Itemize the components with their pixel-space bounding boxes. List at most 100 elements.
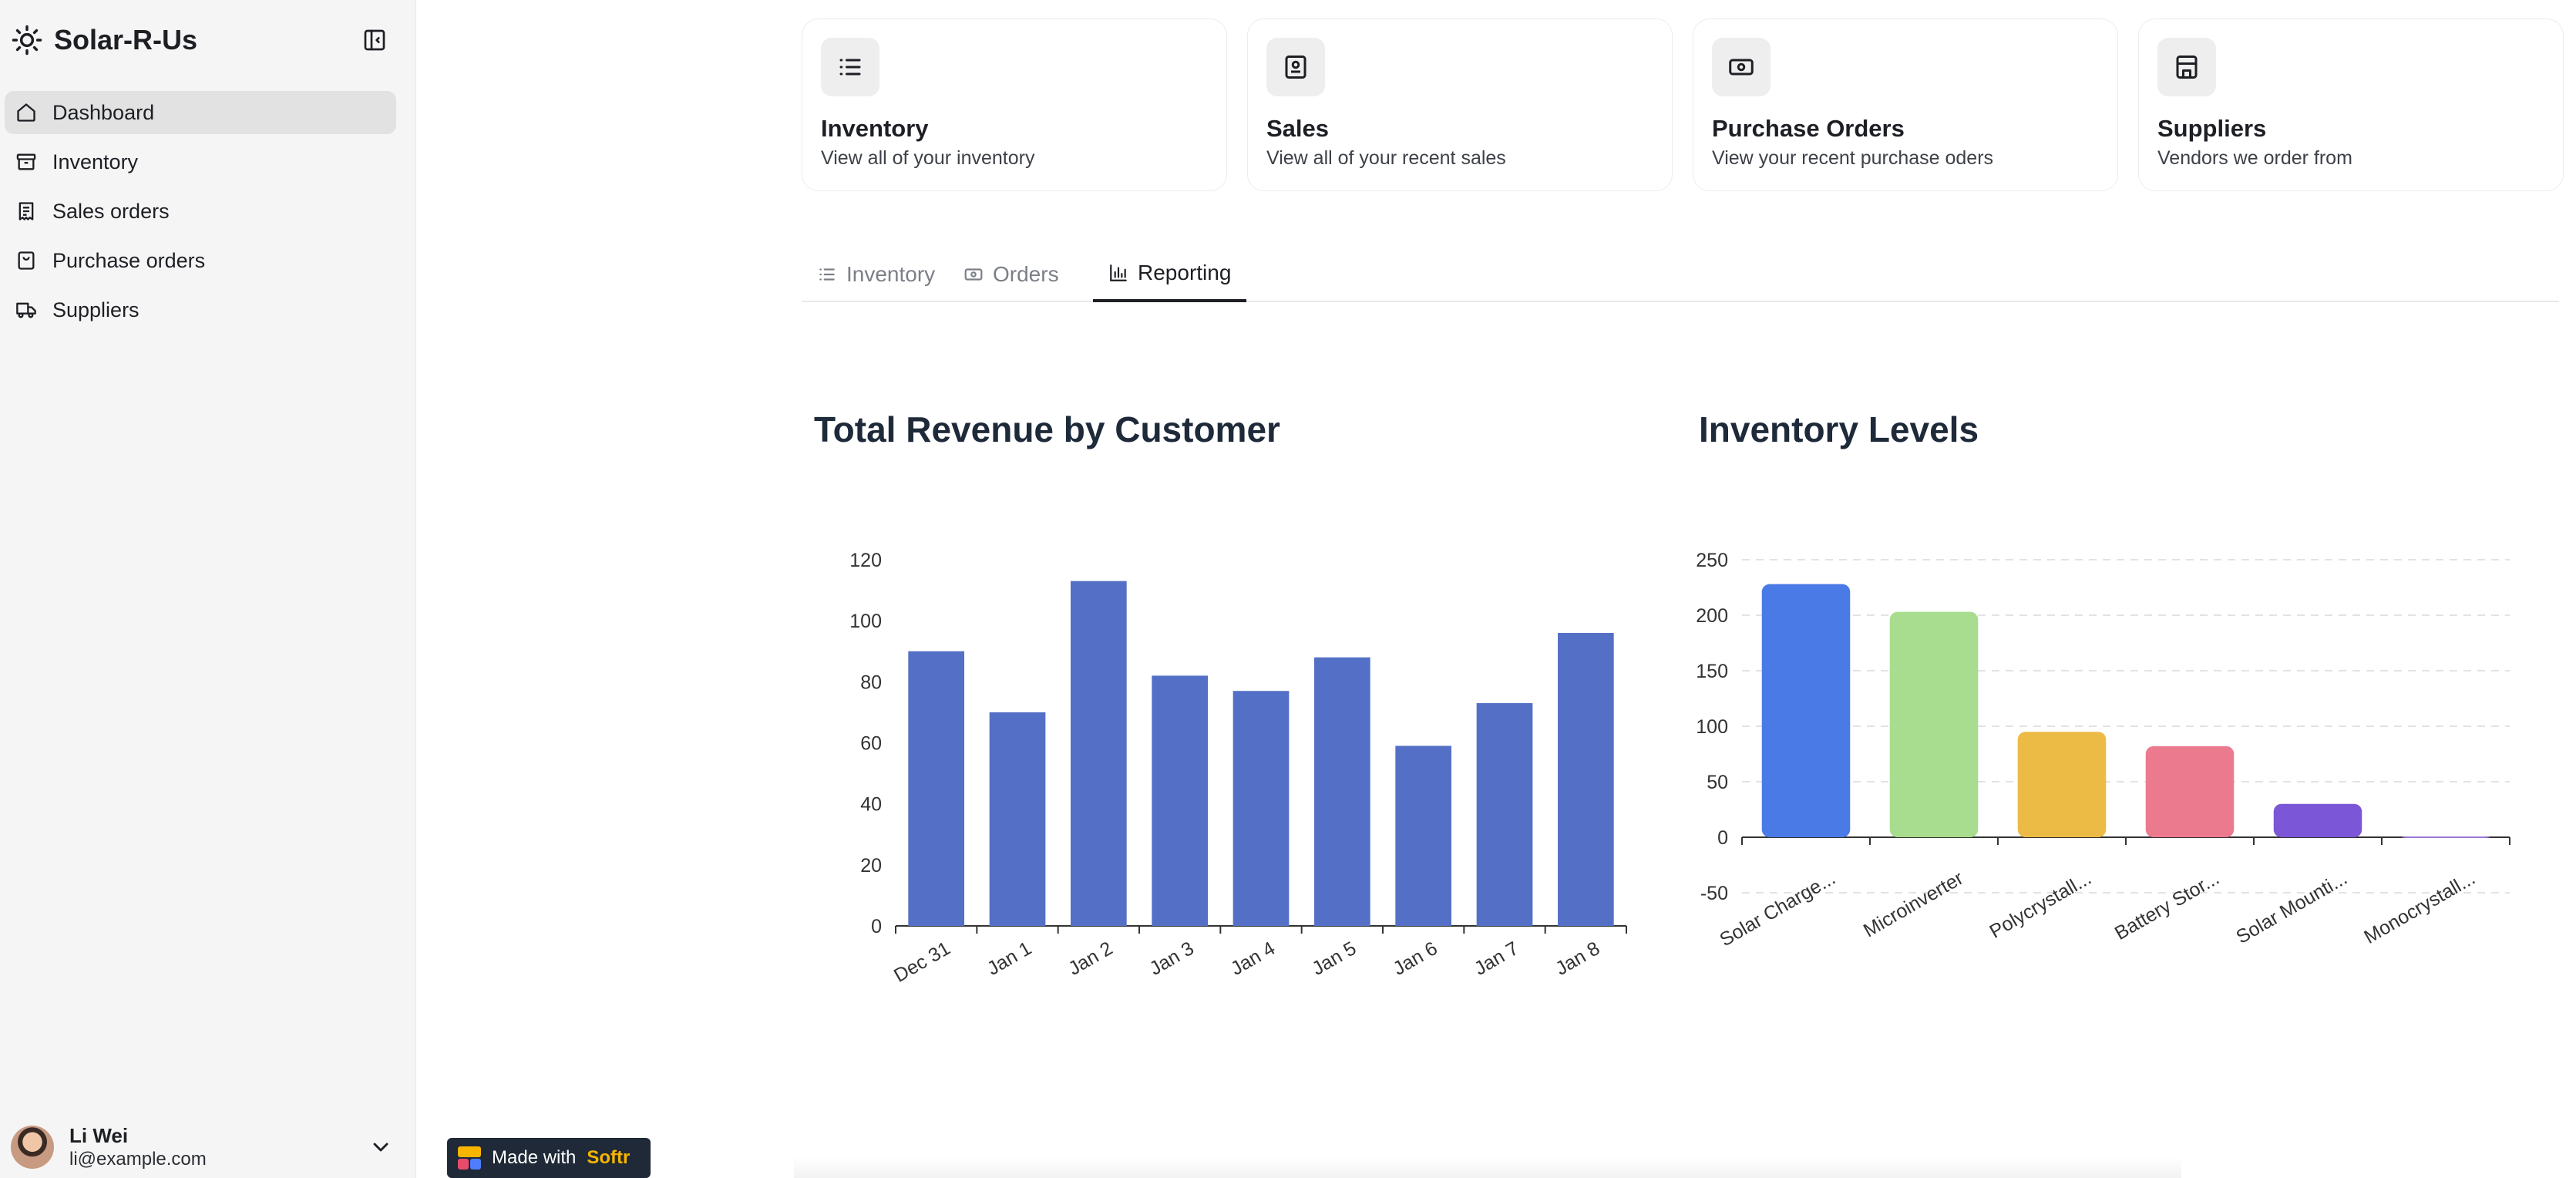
inventory-bar-chart: -50 0 50 100 150 200 250 Solar Charge... Microin… [1696,550,2510,951]
user-menu[interactable]: Li Wei li@example.com [11,1124,399,1170]
banknote-icon [964,268,983,281]
sun-icon [12,25,42,56]
banknote-icon [1729,59,1754,76]
chevron-down-icon[interactable] [368,1135,393,1159]
summary-cards: Inventory View all of your inventory Sal… [802,19,2564,191]
card-subtitle: Vendors we order from [2157,147,2352,169]
bar [1761,584,1851,837]
card-icon-box [1712,38,1771,96]
bar [1233,691,1290,926]
card-subtitle: View all of your recent sales [1266,147,1506,169]
x-tick-label: Jan 5 [1308,937,1360,980]
bar [1070,581,1127,926]
y-tick-label: 0 [1717,827,1728,849]
card-subtitle: View your recent purchase oders [1712,147,1994,169]
x-tick-label: Solar Charge... [1716,867,1839,951]
bag-icon [18,251,35,270]
y-tick-label: 150 [1696,661,1728,682]
y-tick-label: 200 [1696,605,1728,627]
sidebar-item-purchase-orders[interactable]: Purchase orders [5,239,396,282]
tab-label: Orders [993,262,1059,286]
x-tick-label: Dec 31 [890,937,954,987]
x-tick-label: Jan 3 [1146,937,1198,980]
y-tick-label: 60 [860,733,882,755]
bar [908,651,965,926]
sidebar-item-label: Purchase orders [52,248,206,272]
tab-label: Inventory [846,262,936,286]
home-icon [17,103,35,122]
y-tick-label: 120 [849,550,882,571]
sidebar-item-label: Dashboard [52,100,155,124]
chart-title-inventory: Inventory Levels [1699,409,1979,449]
card-icon-box [2157,38,2216,96]
tab-inventory[interactable]: Inventory [802,247,950,302]
bar [1889,611,1979,837]
y-tick-label: 100 [1696,716,1728,738]
card-title: Sales [1266,115,1330,142]
card-purchase-orders[interactable]: Purchase Orders View your recent purchas… [1693,19,2118,191]
store-icon [2176,56,2198,79]
sidebar-nav: Dashboard Inventory Sales orders Purchas… [5,91,396,338]
tab-reporting[interactable]: Reporting [1093,247,1247,302]
softr-logo-icon [458,1146,481,1170]
y-tick-label: -50 [1700,883,1728,904]
sidebar-item-inventory[interactable]: Inventory [5,140,396,183]
x-tick-label: Jan 2 [1064,937,1116,980]
x-tick-label: Jan 1 [984,937,1035,980]
bar [1395,746,1452,926]
card-title: Purchase Orders [1712,115,1905,142]
bar [1476,703,1533,926]
receipt-icon [18,202,34,220]
y-tick-label: 100 [849,611,882,632]
sidebar-collapse-icon[interactable] [362,28,387,52]
y-tick-label: 40 [860,794,882,816]
card-sales[interactable]: Sales View all of your recent sales [1247,19,1673,191]
sidebar-item-dashboard[interactable]: Dashboard [5,91,396,134]
y-tick-label: 250 [1696,550,1728,571]
user-name: Li Wei [69,1124,129,1147]
tab-orders[interactable]: Orders [948,247,1074,302]
card-suppliers[interactable]: Suppliers Vendors we order from [2138,19,2564,191]
bar [2017,732,2107,837]
x-tick-label: Solar Mounti... [2232,867,2351,948]
sidebar-item-label: Suppliers [52,298,140,321]
x-tick-label: Jan 6 [1390,937,1441,980]
sidebar-item-sales-orders[interactable]: Sales orders [5,190,396,233]
badge-brand: Softr [587,1147,631,1168]
card-icon-box [821,38,879,96]
tab-label: Reporting [1138,261,1232,284]
bar [2401,836,2490,838]
list-icon [819,268,835,281]
bar [2273,803,2362,837]
x-tick-label: Jan 8 [1552,937,1603,980]
card-title: Inventory [821,115,929,142]
card-inventory[interactable]: Inventory View all of your inventory [802,19,1227,191]
archive-icon [16,153,36,170]
avatar [11,1126,54,1169]
truck-icon [16,302,36,318]
user-email: li@example.com [69,1149,207,1170]
y-tick-label: 0 [871,916,882,937]
card-title: Suppliers [2157,115,2267,142]
x-tick-label: Jan 4 [1227,937,1279,980]
bar [1557,633,1614,926]
bar [1313,657,1370,926]
app-name: Solar-R-Us [54,24,198,56]
tab-bar: Inventory Orders Reporting [802,247,2559,302]
x-tick-label: Polycrystall... [1986,867,2095,943]
x-tick-label: Battery Stor... [2111,867,2223,944]
x-tick-label: Monocrystall... [2360,867,2479,948]
badge-prefix: Made with [492,1147,577,1168]
bar [1152,675,1209,926]
sidebar: Solar-R-Us Dashboard Inventory Sales ord… [0,0,416,1178]
chart-title-revenue: Total Revenue by Customer [814,409,1280,449]
card-subtitle: View all of your inventory [821,147,1035,169]
section-shadow [794,1156,2181,1178]
y-tick-label: 20 [860,855,882,877]
card-icon-box [1266,38,1325,96]
bar [989,712,1046,926]
brand[interactable]: Solar-R-Us [11,22,197,59]
x-tick-label: Jan 7 [1471,937,1522,980]
made-with-softr-badge[interactable]: Made with Softr [447,1138,651,1178]
sidebar-item-suppliers[interactable]: Suppliers [5,288,396,332]
